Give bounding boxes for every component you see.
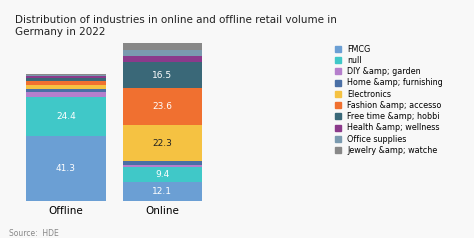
Text: 16.5: 16.5 [152,71,173,79]
Bar [123,43,202,50]
Bar [27,85,106,89]
Text: Distribution of industries in online and offline retail volume in
Germany in 202: Distribution of industries in online and… [15,15,337,37]
Bar [123,167,202,182]
Text: 22.3: 22.3 [153,139,173,148]
Bar [123,182,202,201]
Bar [123,56,202,62]
Bar [27,76,106,78]
Text: 24.4: 24.4 [56,112,76,121]
Bar [123,161,202,165]
Bar [27,74,106,76]
Bar [27,136,106,201]
Bar [27,92,106,97]
Bar [123,125,202,161]
Bar [123,165,202,167]
Bar [27,78,106,80]
Bar [123,50,202,56]
Text: 23.6: 23.6 [153,102,173,111]
Text: 41.3: 41.3 [56,164,76,173]
Bar [123,88,202,125]
Text: Source:  HDE: Source: HDE [9,229,59,238]
Text: 9.4: 9.4 [155,170,170,179]
Bar [27,80,106,85]
Bar [123,62,202,88]
Legend: FMCG, null, DIY &amp; garden, Home &amp; furnishing, Electronics, Fashion &amp; : FMCG, null, DIY &amp; garden, Home &amp;… [334,44,444,156]
Bar [27,97,106,136]
Bar [27,89,106,92]
Text: 12.1: 12.1 [153,187,173,196]
